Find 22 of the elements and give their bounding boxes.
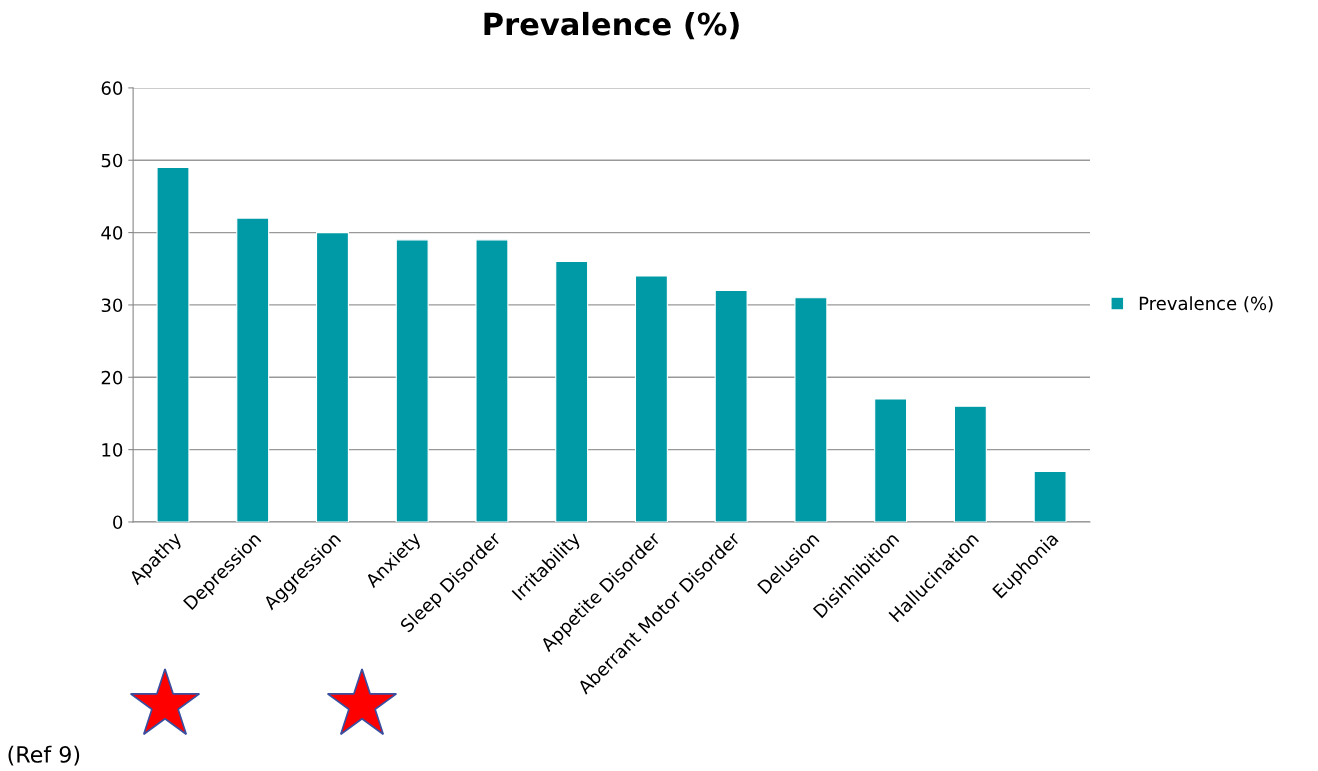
bar xyxy=(315,232,349,522)
text: (Ref 9) xyxy=(8,745,80,766)
bar xyxy=(634,275,668,522)
y-tick-label: 0 xyxy=(113,515,123,530)
bar xyxy=(714,289,748,522)
bar xyxy=(874,398,908,522)
bar xyxy=(794,297,828,522)
bar xyxy=(555,260,589,522)
legend-label: Prevalence (%) xyxy=(1139,296,1273,313)
bar xyxy=(156,166,190,522)
bar xyxy=(395,239,429,522)
bar xyxy=(953,405,987,522)
y-tick-label: 40 xyxy=(101,226,123,240)
y-tick-label: 10 xyxy=(102,443,123,457)
y-tick-label: 20 xyxy=(101,370,123,385)
bar xyxy=(1033,470,1067,522)
y-tick-label: 50 xyxy=(101,153,123,168)
bar xyxy=(475,239,509,522)
y-tick-label: 30 xyxy=(101,298,123,313)
bar xyxy=(236,217,270,522)
chart-title: Prevalence (%) xyxy=(484,11,739,40)
y-tick-label: 60 xyxy=(101,81,123,96)
